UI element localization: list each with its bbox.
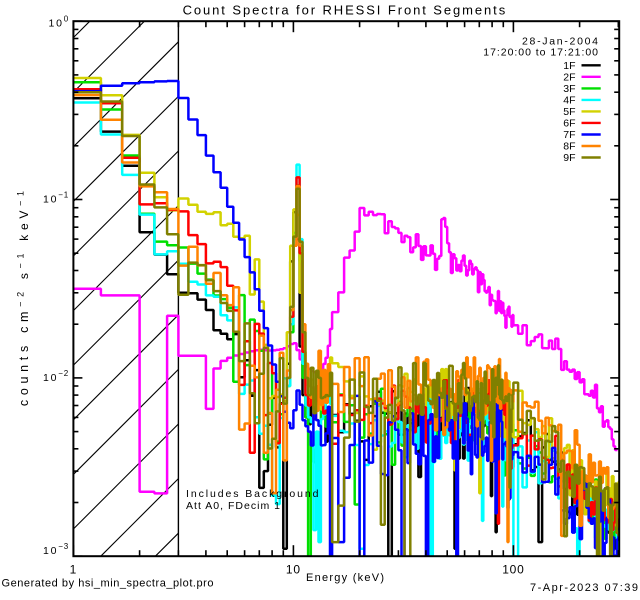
svg-text:100: 100 (48, 14, 69, 29)
svg-text:Generated by hsi_min_spectra_p: Generated by hsi_min_spectra_plot.pro (2, 578, 214, 590)
svg-text:7-Apr-2023 07:39: 7-Apr-2023 07:39 (530, 582, 638, 594)
svg-text:1F: 1F (563, 60, 575, 72)
svg-text:17:20:00 to 17:21:00: 17:20:00 to 17:21:00 (483, 47, 598, 59)
svg-text:7F: 7F (563, 129, 575, 141)
svg-text:1: 1 (70, 563, 77, 577)
svg-text:2F: 2F (563, 72, 575, 84)
svg-text:100: 100 (502, 563, 524, 577)
svg-text:28-Jan-2004: 28-Jan-2004 (522, 36, 598, 48)
svg-text:9F: 9F (563, 152, 575, 164)
svg-text:Att A0, FDecim 1: Att A0, FDecim 1 (186, 500, 280, 512)
svg-text:4F: 4F (563, 95, 575, 107)
svg-text:Count Spectra for RHESSI Front: Count Spectra for RHESSI Front Segments (183, 3, 506, 18)
svg-text:counts cm−2 s−1 keV−1: counts cm−2 s−1 keV−1 (16, 186, 32, 406)
svg-text:3F: 3F (563, 83, 575, 95)
svg-text:Energy (keV): Energy (keV) (306, 572, 384, 584)
svg-text:10: 10 (286, 563, 301, 577)
svg-text:5F: 5F (563, 106, 575, 118)
svg-text:6F: 6F (563, 118, 575, 130)
svg-text:8F: 8F (563, 141, 575, 153)
